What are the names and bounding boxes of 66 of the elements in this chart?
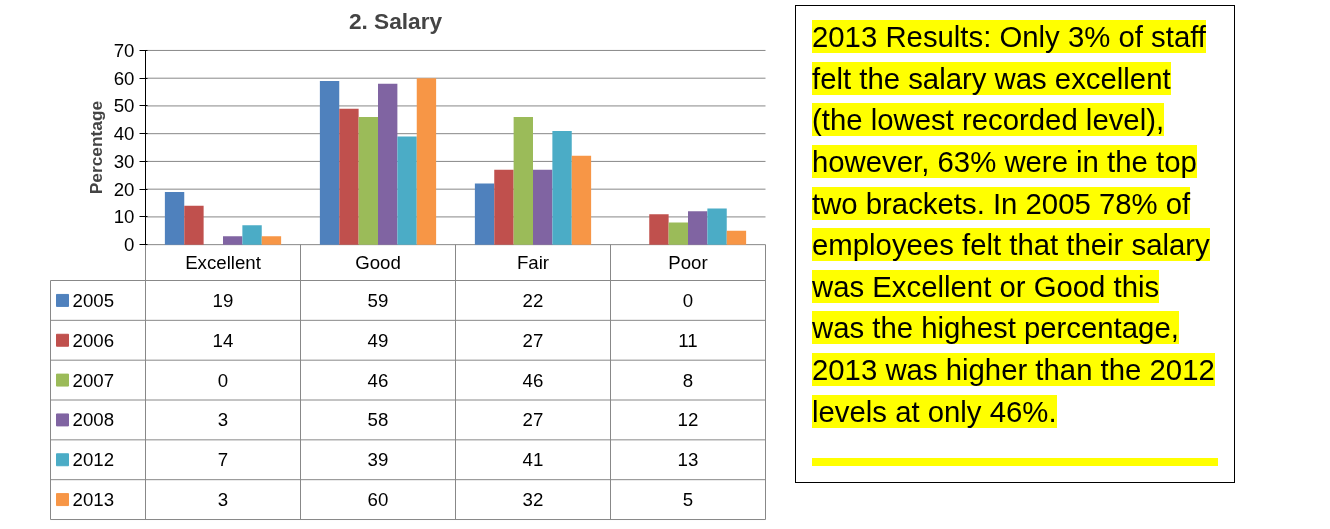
data-label: 46 (367, 369, 389, 391)
legend-label: 2013 (72, 489, 115, 511)
x-tick-label: Good (355, 252, 401, 274)
data-label: 3 (217, 489, 229, 511)
legend-label: 2008 (72, 409, 115, 431)
bar (319, 80, 340, 245)
data-label: 0 (217, 369, 229, 391)
bar (261, 236, 282, 245)
data-label: 32 (522, 489, 544, 511)
x-tick-label: Poor (668, 252, 708, 274)
data-label: 5 (682, 489, 694, 511)
data-label: 59 (367, 289, 389, 311)
data-label: 46 (522, 369, 544, 391)
bar (571, 155, 592, 245)
data-label: 49 (367, 329, 389, 351)
y-tick-label: 10 (113, 206, 135, 228)
y-tick-label: 30 (113, 150, 135, 172)
x-tick-label: Fair (516, 252, 550, 274)
data-label: 58 (367, 409, 389, 431)
bar (397, 136, 417, 245)
x-tick-label: Excellent (185, 252, 262, 274)
y-tick-label: 20 (113, 178, 135, 200)
data-label: 0 (682, 289, 694, 311)
data-label: 14 (212, 329, 234, 351)
legend-label: 2007 (72, 369, 115, 391)
data-label: 27 (522, 329, 544, 351)
legend-label: 2005 (72, 289, 115, 311)
data-label: 8 (682, 369, 694, 391)
y-tick-label: 40 (113, 123, 135, 145)
legend-label: 2006 (72, 329, 115, 351)
bar (668, 222, 688, 245)
data-label: 12 (677, 409, 699, 431)
data-label: 7 (217, 449, 229, 471)
data-label: 60 (367, 489, 389, 511)
data-label: 11 (678, 329, 698, 351)
y-tick-label: 0 (124, 234, 135, 256)
y-tick-label: 50 (113, 95, 135, 117)
data-label: 19 (212, 289, 234, 311)
bar (494, 169, 514, 245)
bar (416, 78, 437, 245)
data-label: 13 (677, 449, 699, 471)
y-axis-title: Percentage (85, 100, 106, 195)
bar (358, 117, 378, 245)
bar (164, 191, 185, 245)
y-tick-label: 70 (113, 39, 135, 61)
bar (726, 230, 747, 245)
data-label: 41 (522, 449, 544, 471)
data-label: 3 (217, 409, 229, 431)
data-label: 22 (522, 289, 544, 311)
bar (242, 225, 262, 245)
bar (649, 214, 669, 245)
bar (184, 205, 204, 245)
bar (707, 208, 727, 245)
bar (378, 83, 398, 245)
legend-label: 2012 (72, 449, 115, 471)
bar (223, 236, 243, 245)
chart-title: 2. Salary (348, 7, 443, 34)
data-label: 27 (522, 409, 544, 431)
bar (339, 108, 359, 245)
bar (474, 183, 495, 245)
bar (552, 130, 572, 245)
bar (533, 169, 553, 245)
bar (688, 211, 708, 245)
y-tick-label: 60 (113, 67, 135, 89)
bar (513, 117, 533, 245)
data-label: 39 (367, 449, 389, 471)
